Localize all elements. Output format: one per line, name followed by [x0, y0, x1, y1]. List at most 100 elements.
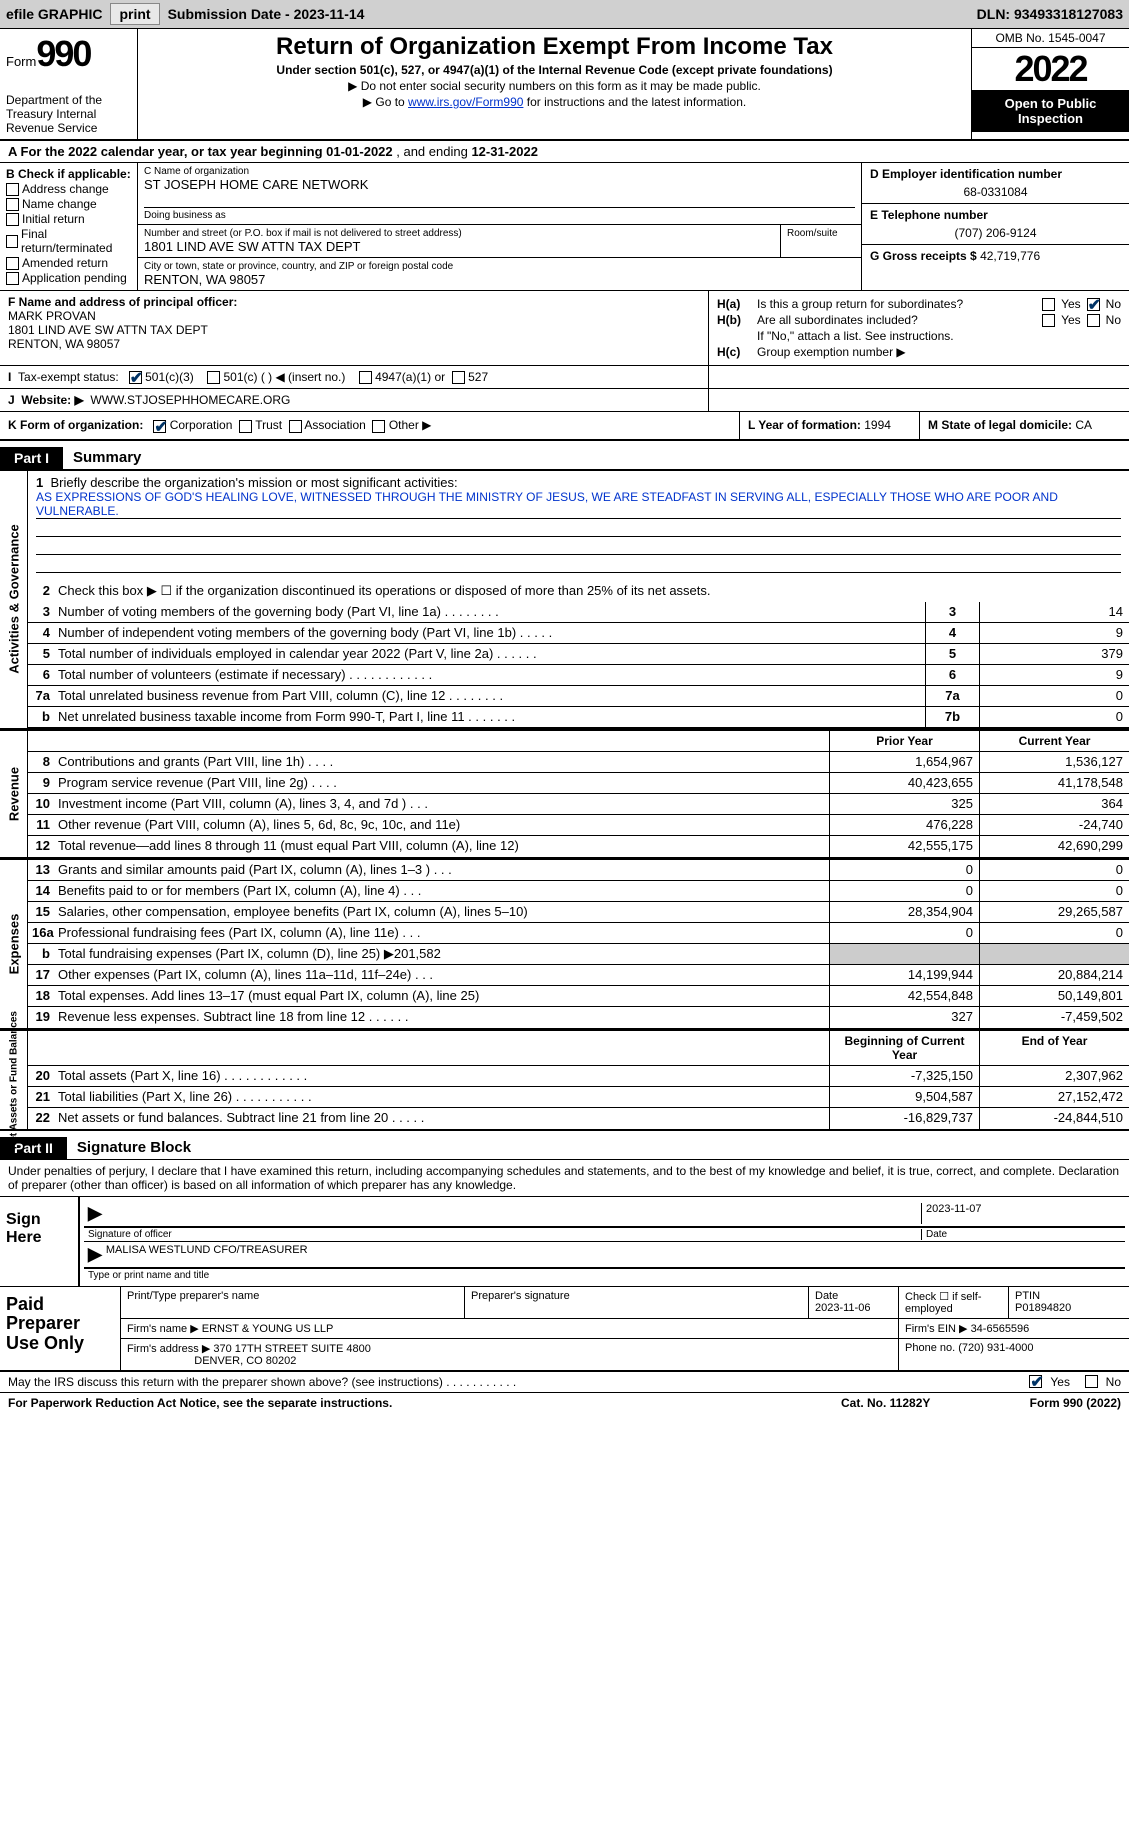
print-button[interactable]: print	[110, 3, 159, 25]
prep-name-label: Print/Type preparer's name	[127, 1290, 259, 1302]
row-i: I Tax-exempt status: 501(c)(3) 501(c) ( …	[0, 366, 1129, 389]
chk-other[interactable]	[372, 420, 385, 433]
city-state-zip: RENTON, WA 98057	[144, 272, 855, 287]
summary-rev: Revenue Prior Year Current Year 8Contrib…	[0, 730, 1129, 859]
year-formation: 1994	[864, 418, 891, 432]
prior-year-header: Prior Year	[829, 731, 979, 751]
part2-title: Signature Block	[67, 1139, 191, 1156]
col-b-title: B Check if applicable:	[6, 167, 131, 181]
subtitle-1: Under section 501(c), 527, or 4947(a)(1)…	[144, 63, 965, 77]
discuss-row: May the IRS discuss this return with the…	[0, 1372, 1129, 1393]
part1-title: Summary	[63, 449, 141, 466]
org-name-label: C Name of organization	[144, 166, 855, 177]
officer-name: MARK PROVAN	[8, 309, 96, 323]
summary-ag: Activities & Governance 1 Briefly descri…	[0, 470, 1129, 730]
paid-preparer-label: Paid Preparer Use Only	[0, 1287, 120, 1370]
open-public: Open to Public Inspection	[972, 90, 1129, 132]
efile-label: efile GRAPHIC	[6, 6, 102, 22]
summary-line: 15Salaries, other compensation, employee…	[28, 902, 1129, 923]
room-label: Room/suite	[781, 225, 861, 257]
firm-phone: (720) 931-4000	[958, 1342, 1033, 1354]
ha-yes-no[interactable]: Yes No	[1042, 297, 1121, 311]
col-c-org: C Name of organization ST JOSEPH HOME CA…	[138, 163, 861, 290]
sig-officer-label: Signature of officer	[88, 1229, 921, 1240]
hc-text: Group exemption number ▶	[757, 345, 1121, 359]
summary-line: 22Net assets or fund balances. Subtract …	[28, 1108, 1129, 1129]
summary-line: 17Other expenses (Part IX, column (A), l…	[28, 965, 1129, 986]
chk-amended-return[interactable]: Amended return	[6, 256, 131, 270]
chk-501c3[interactable]	[129, 371, 142, 384]
row-a-calendar: A For the 2022 calendar year, or tax yea…	[0, 141, 1129, 163]
form-word: Form	[6, 54, 36, 69]
subtitle-2: ▶ Do not enter social security numbers o…	[144, 79, 965, 93]
sign-here-row: Sign Here ▶ 2023-11-07 Signature of offi…	[0, 1197, 1129, 1287]
street-address: 1801 LIND AVE SW ATTN TAX DEPT	[144, 239, 774, 254]
header-left: Form990 Department of the Treasury Inter…	[0, 29, 138, 139]
chk-trust[interactable]	[239, 420, 252, 433]
col-de: D Employer identification number 68-0331…	[861, 163, 1129, 290]
phone-value: (707) 206-9124	[870, 226, 1121, 240]
chk-501c[interactable]	[207, 371, 220, 384]
dba-label: Doing business as	[144, 207, 855, 221]
irs-link[interactable]: www.irs.gov/Form990	[408, 95, 523, 109]
addr-label: Number and street (or P.O. box if mail i…	[144, 228, 774, 239]
summary-exp: Expenses 13Grants and similar amounts pa…	[0, 859, 1129, 1030]
firm-ein: 34-6565596	[971, 1323, 1030, 1335]
chk-4947[interactable]	[359, 371, 372, 384]
part1-header: Part I Summary	[0, 447, 1129, 470]
chk-app-pending[interactable]: Application pending	[6, 271, 131, 285]
state-domicile: CA	[1075, 418, 1092, 432]
declaration-text: Under penalties of perjury, I declare th…	[0, 1160, 1129, 1197]
chk-corp[interactable]	[153, 420, 166, 433]
chk-assoc[interactable]	[289, 420, 302, 433]
sign-here-label: Sign Here	[0, 1197, 80, 1286]
discuss-yes-no[interactable]: Yes No	[1029, 1375, 1121, 1389]
footer-left: For Paperwork Reduction Act Notice, see …	[8, 1396, 841, 1410]
summary-line: 13Grants and similar amounts paid (Part …	[28, 860, 1129, 881]
end-year-header: End of Year	[979, 1031, 1129, 1065]
submission-date: Submission Date - 2023-11-14	[168, 6, 365, 22]
dln: DLN: 93493318127083	[977, 6, 1123, 22]
chk-initial-return[interactable]: Initial return	[6, 212, 131, 226]
department-label: Department of the Treasury Internal Reve…	[6, 93, 131, 135]
row-klm: K Form of organization: Corporation Trus…	[0, 412, 1129, 440]
summary-line: 4Number of independent voting members of…	[28, 623, 1129, 644]
tax-year: 2022	[972, 48, 1129, 90]
section-fh: F Name and address of principal officer:…	[0, 291, 1129, 366]
chk-address-change[interactable]: Address change	[6, 182, 131, 196]
summary-line: 21Total liabilities (Part X, line 26) . …	[28, 1087, 1129, 1108]
summary-line: 19Revenue less expenses. Subtract line 1…	[28, 1007, 1129, 1028]
part1-tab: Part I	[0, 447, 63, 469]
mission-box: 1 Briefly describe the organization's mi…	[28, 471, 1129, 573]
prep-sig-label: Preparer's signature	[471, 1290, 570, 1302]
form-title: Return of Organization Exempt From Incom…	[144, 33, 965, 61]
current-year-header: Current Year	[979, 731, 1129, 751]
sig-name-label: Type or print name and title	[84, 1268, 1125, 1282]
summary-line: 8Contributions and grants (Part VIII, li…	[28, 752, 1129, 773]
gross-label: G Gross receipts $	[870, 249, 980, 263]
line2-text: Check this box ▶ ☐ if the organization d…	[54, 581, 1129, 602]
summary-line: 9Program service revenue (Part VIII, lin…	[28, 773, 1129, 794]
vert-net-assets: Net Assets or Fund Balances	[0, 1031, 28, 1129]
check-self-employed[interactable]: Check ☐ if self-employed	[899, 1287, 1009, 1318]
begin-year-header: Beginning of Current Year	[829, 1031, 979, 1065]
ein-value: 68-0331084	[870, 185, 1121, 199]
footer-cat: Cat. No. 11282Y	[841, 1396, 981, 1410]
signer-name: MALISA WESTLUND CFO/TREASURER	[106, 1244, 1121, 1265]
chk-527[interactable]	[452, 371, 465, 384]
vert-activities: Activities & Governance	[0, 471, 28, 728]
phone-label: E Telephone number	[870, 208, 1121, 222]
discuss-text: May the IRS discuss this return with the…	[8, 1375, 1029, 1389]
vert-expenses: Expenses	[0, 860, 28, 1028]
summary-line: 20Total assets (Part X, line 16) . . . .…	[28, 1066, 1129, 1087]
col-f-officer: F Name and address of principal officer:…	[0, 291, 709, 365]
row-j: J Website: ▶ WWW.STJOSEPHHOMECARE.ORG	[0, 389, 1129, 412]
chk-final-return[interactable]: Final return/terminated	[6, 227, 131, 255]
chk-name-change[interactable]: Name change	[6, 197, 131, 211]
paid-preparer-row: Paid Preparer Use Only Print/Type prepar…	[0, 1287, 1129, 1372]
omb-number: OMB No. 1545-0047	[972, 29, 1129, 48]
header-right: OMB No. 1545-0047 2022 Open to Public In…	[971, 29, 1129, 139]
prep-date: 2023-11-06	[815, 1302, 870, 1314]
city-label: City or town, state or province, country…	[144, 261, 855, 272]
hb-yes-no[interactable]: Yes No	[1042, 313, 1121, 327]
